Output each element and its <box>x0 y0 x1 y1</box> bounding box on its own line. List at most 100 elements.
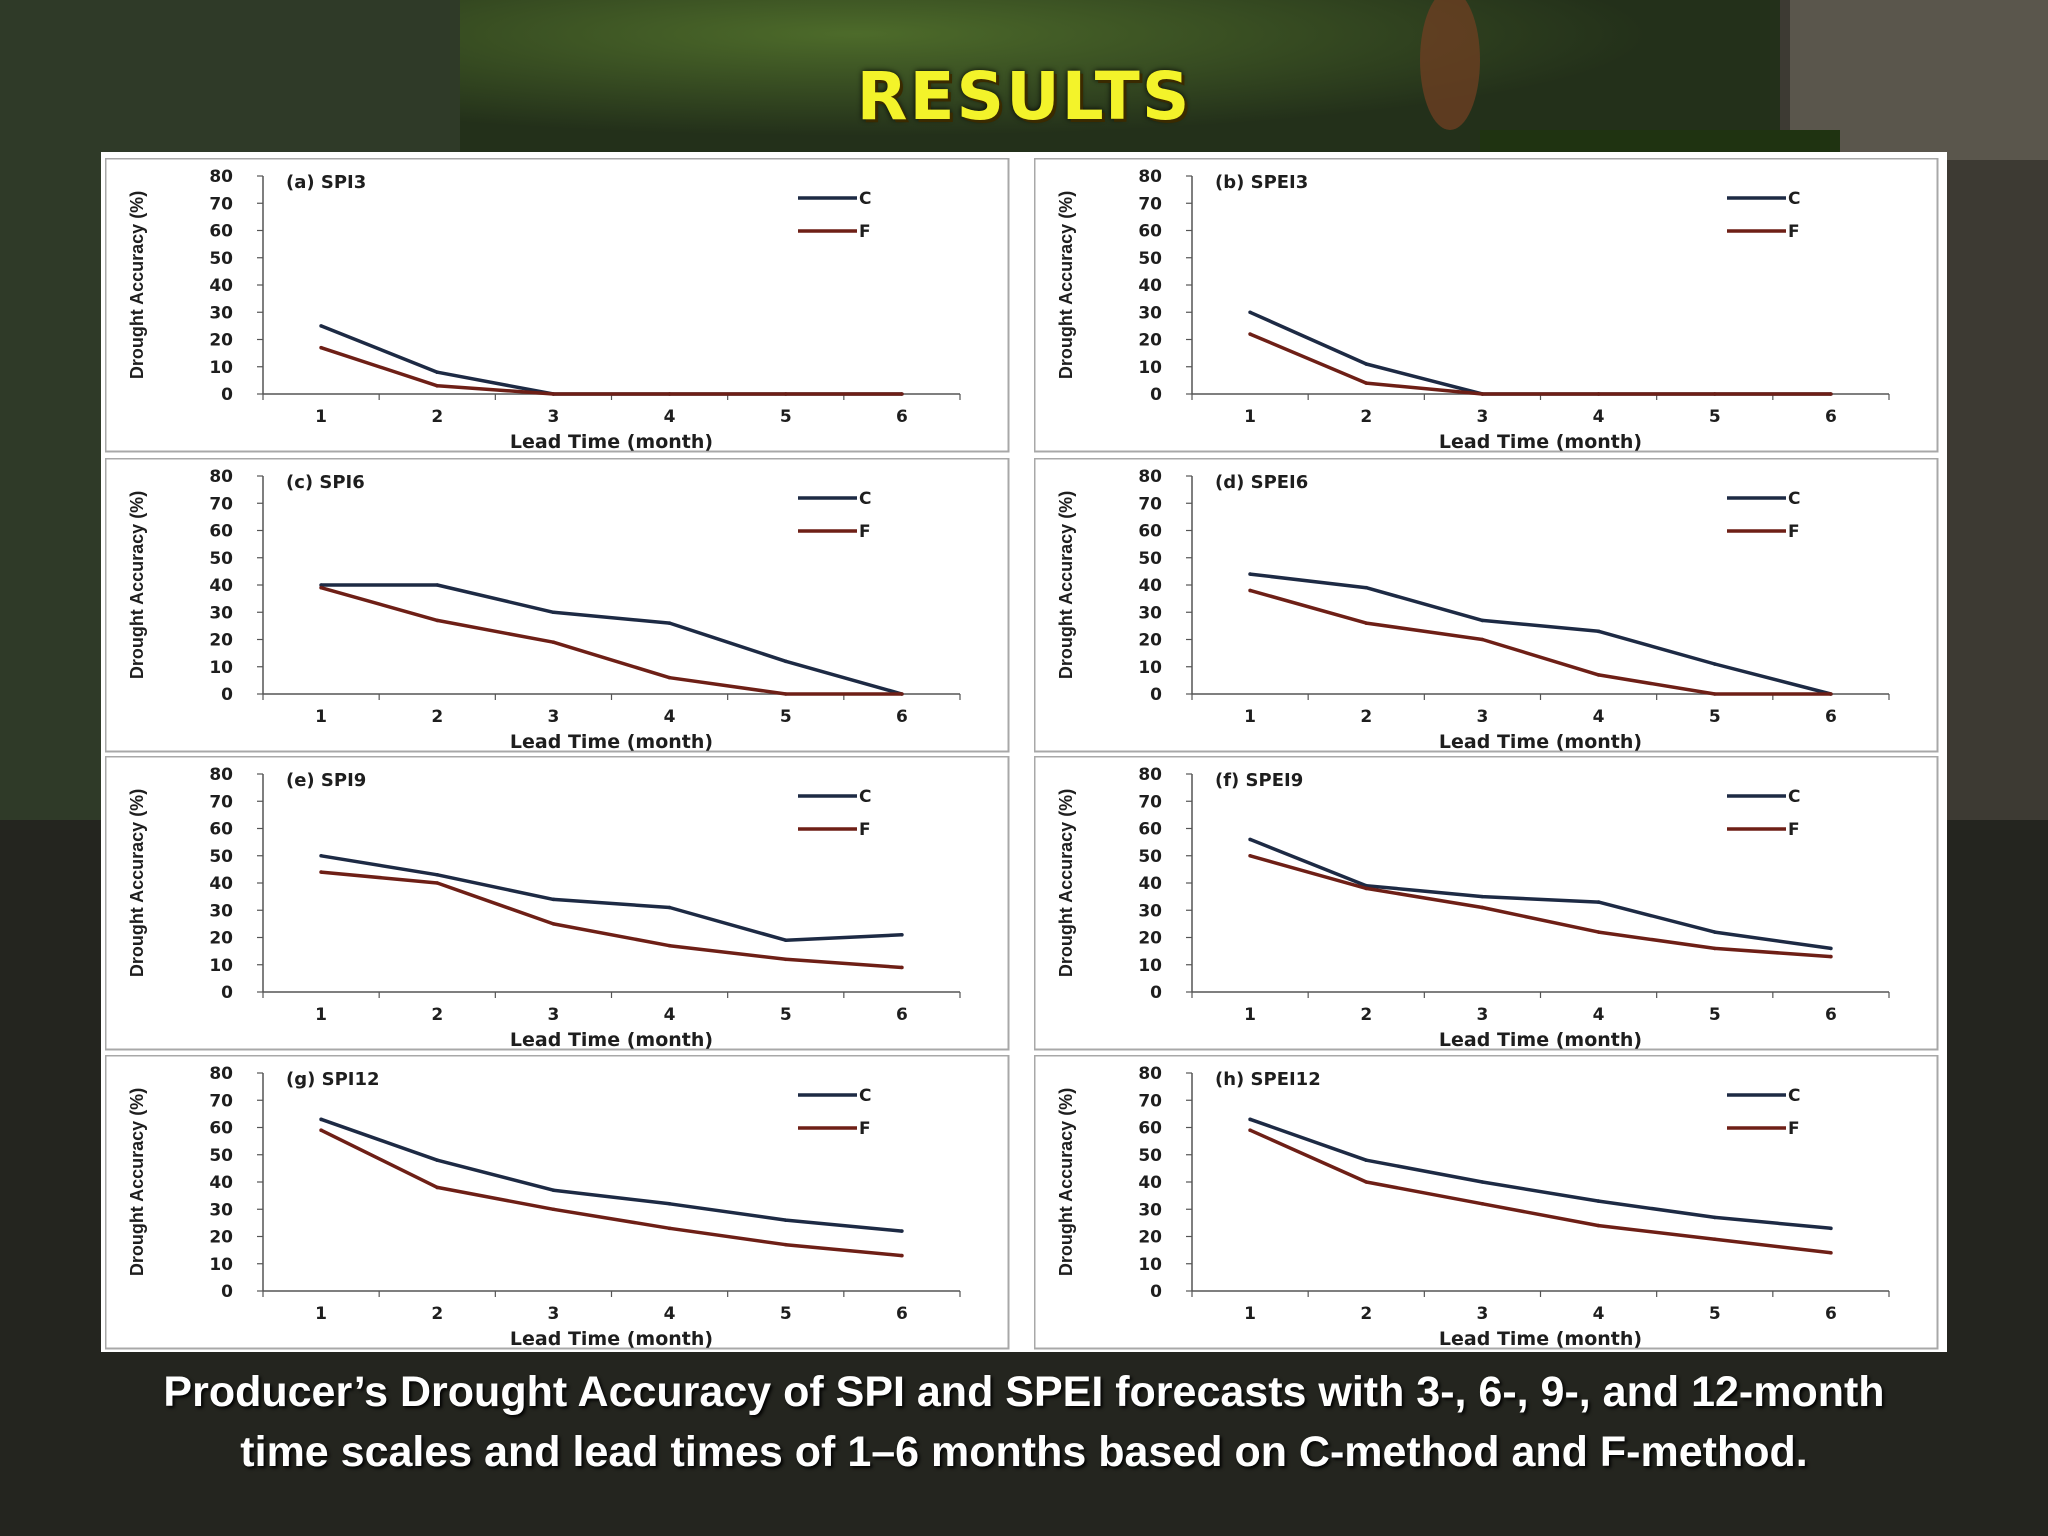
chart-title: (h) SPEI12 <box>1215 1069 1321 1090</box>
series-line-c <box>320 1117 903 1233</box>
x-axis-label: Lead Time (month) <box>1439 731 1642 753</box>
series-line-f <box>1249 588 1831 696</box>
legend-label-f: F <box>859 222 871 242</box>
data-point-c <box>435 1158 440 1162</box>
chart-title: (e) SPI9 <box>286 770 366 791</box>
y-tick-label: 40 <box>1138 276 1162 296</box>
chart-panel-d-spei6: 0 10 20 30 40 50 60 70 80 1 2 3 4 5 6 Lead Time (month)… <box>1034 458 1939 753</box>
data-point-c <box>435 583 440 587</box>
chart-panel-c-spi6: 0 10 20 30 40 50 60 70 80 1 2 3 4 5 6 Lead Time (month)… <box>105 458 1010 753</box>
series-line-f <box>320 586 902 696</box>
y-tick-label: 80 <box>1138 765 1162 785</box>
data-point-f <box>1596 392 1601 396</box>
x-axis-label: Lead Time (month) <box>1439 1029 1642 1051</box>
panel-frame <box>1034 756 1939 1051</box>
x-tick-label: 4 <box>664 707 676 727</box>
chart-panel-a-spi3: 0 10 20 30 40 50 60 70 80 1 2 3 4 5 6 Lead Time (month)… <box>105 158 1010 453</box>
y-tick-label: 70 <box>1138 494 1162 514</box>
data-point-c <box>667 1202 672 1206</box>
y-tick-label: 10 <box>1138 956 1162 976</box>
panel-frame <box>105 458 1010 753</box>
data-point-c <box>551 1188 556 1192</box>
y-axis-label: Drought Accuracy (%) <box>1056 191 1076 379</box>
x-tick-label: 1 <box>315 407 327 427</box>
x-tick-label: 5 <box>780 1005 792 1025</box>
legend-label-f: F <box>859 1119 871 1139</box>
legend-label-c: C <box>1788 489 1800 509</box>
x-tick-label: 3 <box>1476 1005 1488 1025</box>
data-point-f <box>319 870 323 874</box>
y-tick-label: 40 <box>209 1173 233 1193</box>
data-point-c <box>1596 1199 1601 1203</box>
chart-title: (d) SPEI6 <box>1215 472 1308 493</box>
x-axis-label: Lead Time (month) <box>510 1029 713 1051</box>
data-point-f <box>1712 692 1717 696</box>
data-point-c <box>1364 1158 1369 1162</box>
y-tick-label: 80 <box>209 167 233 187</box>
x-tick-label: 4 <box>1593 707 1605 727</box>
x-tick-label: 1 <box>1244 1304 1256 1324</box>
x-axis-label: Lead Time (month) <box>1439 1328 1642 1350</box>
data-point-c <box>1712 1215 1717 1220</box>
y-tick-label: 70 <box>1138 792 1162 812</box>
x-tick-label: 6 <box>896 707 908 727</box>
y-tick-label: 50 <box>1138 1146 1162 1166</box>
panel-frame <box>1034 458 1939 753</box>
x-tick-label: 3 <box>547 1304 559 1324</box>
series-line-c <box>1249 837 1832 951</box>
data-point-c <box>1829 946 1833 951</box>
data-point-c <box>783 659 788 664</box>
data-point-c <box>319 853 323 858</box>
data-point-f <box>1248 1128 1252 1133</box>
x-tick-label: 1 <box>1244 1005 1256 1025</box>
data-point-f <box>900 1253 904 1258</box>
data-point-f <box>551 392 556 396</box>
y-tick-label: 0 <box>221 385 233 405</box>
chart-panel-g-spi12: 0 10 20 30 40 50 60 70 80 1 2 3 4 5 6 Lead Time (month)… <box>105 1055 1010 1350</box>
data-point-f <box>551 640 556 645</box>
y-tick-label: 70 <box>209 1091 233 1111</box>
y-axis-label: Drought Accuracy (%) <box>1056 1088 1076 1276</box>
y-tick-label: 80 <box>1138 467 1162 487</box>
legend-label-c: C <box>1788 787 1800 807</box>
x-tick-label: 6 <box>1825 407 1837 427</box>
data-point-f <box>435 1185 440 1190</box>
y-tick-label: 20 <box>1138 631 1162 651</box>
x-tick-label: 3 <box>547 1005 559 1025</box>
x-tick-label: 4 <box>1593 1304 1605 1324</box>
data-point-c <box>1829 1226 1833 1231</box>
panel-frame <box>1034 158 1939 453</box>
data-point-f <box>783 392 788 396</box>
series-line-f <box>1249 332 1831 396</box>
data-point-f <box>1480 1202 1485 1206</box>
x-tick-label: 2 <box>1360 707 1372 727</box>
data-point-c <box>1480 894 1485 899</box>
data-point-f <box>1829 392 1833 396</box>
chart-title: (c) SPI6 <box>286 472 365 493</box>
legend-label-c: C <box>1788 189 1800 209</box>
series-line-c <box>1249 572 1832 696</box>
data-point-f <box>783 692 788 696</box>
data-point-f <box>1364 886 1369 891</box>
y-tick-label: 30 <box>209 603 233 623</box>
y-tick-label: 40 <box>209 874 233 894</box>
data-point-c <box>551 897 556 902</box>
chart-title: (a) SPI3 <box>286 172 366 193</box>
data-point-c <box>1364 362 1369 366</box>
data-point-f <box>1596 673 1601 677</box>
y-tick-label: 70 <box>209 792 233 812</box>
y-tick-label: 50 <box>1138 549 1162 569</box>
legend-label-c: C <box>859 1086 871 1106</box>
y-tick-label: 60 <box>1138 1119 1162 1139</box>
x-axis-label: Lead Time (month) <box>510 1328 713 1350</box>
x-tick-label: 4 <box>664 1304 676 1324</box>
caption-line-1: Producer’s Drought Accuracy of SPI and S… <box>163 1368 1885 1416</box>
x-tick-label: 6 <box>896 1304 908 1324</box>
data-point-f <box>1712 1237 1717 1242</box>
data-point-f <box>1829 692 1833 696</box>
legend-label-c: C <box>859 787 871 807</box>
y-tick-label: 10 <box>209 1255 233 1275</box>
y-tick-label: 10 <box>209 956 233 976</box>
y-tick-label: 80 <box>209 765 233 785</box>
figure-caption: Producer’s Drought Accuracy of SPI and S… <box>60 1362 1988 1482</box>
